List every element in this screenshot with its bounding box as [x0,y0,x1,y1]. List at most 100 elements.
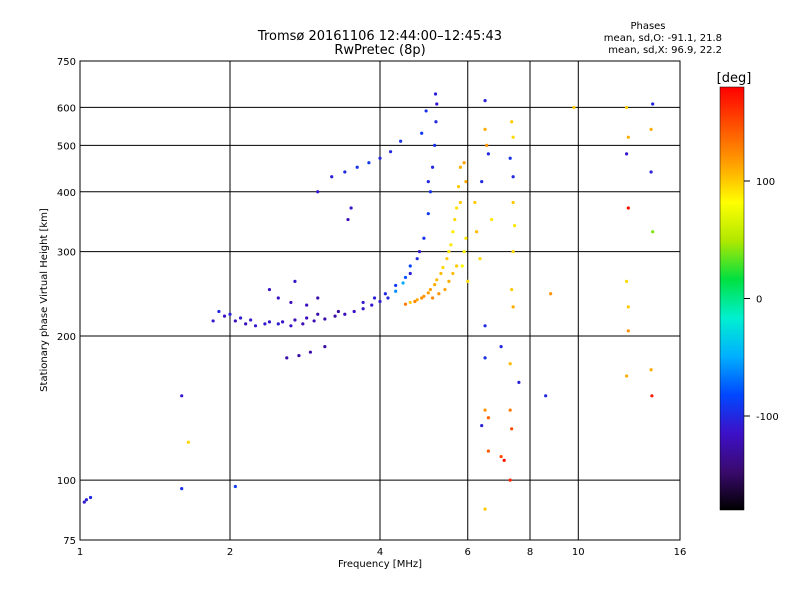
echo-point [624,279,629,283]
echo-point [549,292,553,296]
echo-point [316,190,320,194]
echo-point [626,206,630,210]
echo-point [361,300,365,305]
echo-point [511,135,515,139]
echo-point [355,165,359,169]
echo-point [456,185,461,189]
echo-point [378,156,382,160]
echo-point [408,300,412,305]
echo-point [228,312,232,316]
y-tick-label: 750 [57,57,76,68]
y-tick-label: 600 [57,103,76,114]
x-tick-labels: 1 2 4 6 8 10 16 [77,547,687,558]
echo-point [417,250,422,254]
y-axis-label: Stationary phase Virtual Height [km] [39,208,50,392]
echo-point [293,318,297,322]
y-tick-label: 400 [57,188,76,199]
echo-point [280,320,285,324]
echo-point [508,478,512,482]
colorbar-tick-label: -100 [756,412,779,423]
echo-point [464,236,468,240]
echo-point [403,302,408,306]
echo-point [447,279,451,283]
echo-point [305,316,309,320]
echo-point [651,230,655,234]
y-tick-label: 500 [57,141,76,152]
echo-point [413,299,417,304]
echo-point [415,298,419,302]
echo-point [386,296,390,300]
echo-point [508,408,512,412]
echo-point [455,264,459,268]
echo-point [480,423,484,428]
echo-point [289,300,293,305]
echo-point [316,312,320,316]
echo-point [435,278,439,282]
echo-point [301,322,305,326]
y-tick-label: 75 [63,536,76,547]
echo-point [222,314,227,318]
echo-point [372,296,377,300]
echo-point [233,319,237,323]
plot-frame [79,60,681,541]
echo-point [486,152,490,156]
echo-point [433,143,437,147]
echo-point [511,250,515,254]
colorbar [719,86,745,511]
echo-point [511,175,515,179]
echo-point [474,230,479,234]
echo-point [426,180,430,184]
echo-point [508,156,512,160]
echo-point [483,507,487,511]
echo-point [424,109,428,113]
echo-point [451,271,455,276]
echo-point [483,408,487,412]
chart-subtitle: RwPretec (8p) [334,43,425,58]
echo-point [517,380,521,384]
echo-point [263,322,267,326]
echo-point [289,324,293,328]
echo-point [430,165,435,169]
echo-point [367,161,371,165]
echo-point [285,356,289,360]
echo-point [483,127,487,131]
echo-point [502,458,506,462]
echo-point [422,294,426,298]
echo-point [453,217,457,222]
echo-point [649,127,653,131]
stats-x-line: mean, sd,X: 96.9, 22.2 [608,45,722,56]
echo-point [312,319,316,323]
echo-point [388,150,393,154]
echo-point [490,217,494,222]
echo-point [650,394,654,398]
echo-point [445,257,449,261]
colorbar-tick-label: 100 [756,177,775,188]
echo-point [441,265,445,270]
echo-point [88,495,93,500]
echo-point [399,139,403,143]
echo-point [253,324,258,328]
echo-point [511,200,515,205]
echo-point [511,305,515,309]
echo-point [316,296,320,300]
grid-lines [80,61,680,540]
echo-point [238,316,243,320]
echo-point [462,250,466,254]
x-tick-label: 10 [572,547,585,558]
stats-heading: Phases [630,21,665,32]
echo-point [186,440,190,444]
x-tick-label: 4 [377,547,383,558]
echo-point [233,484,237,489]
echo-point [244,322,248,326]
echo-point [330,175,334,179]
echo-point [428,190,433,194]
echo-point [510,120,514,124]
echo-point [544,394,548,398]
echo-point [180,394,184,398]
echo-point [483,98,487,103]
echo-point [408,264,412,268]
echo-point [572,105,576,110]
echo-point [508,362,512,366]
echo-point [651,102,655,106]
